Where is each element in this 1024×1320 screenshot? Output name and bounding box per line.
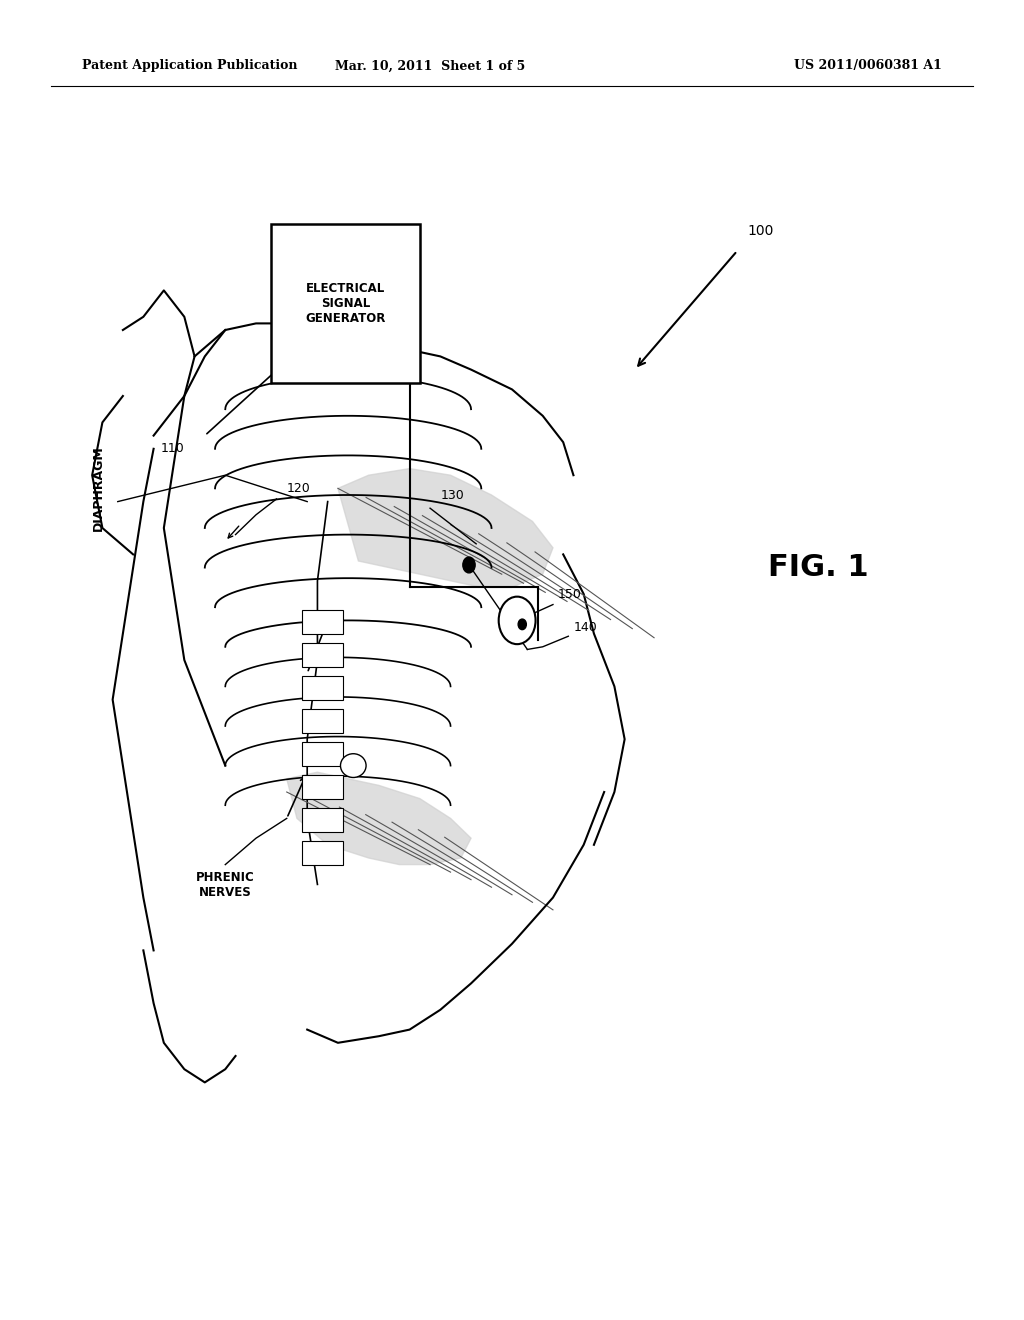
Text: 120: 120	[287, 482, 310, 495]
Ellipse shape	[340, 754, 367, 777]
Text: 130: 130	[440, 488, 464, 502]
Bar	[302, 742, 343, 766]
Circle shape	[463, 557, 475, 573]
Text: 150: 150	[558, 587, 582, 601]
Bar	[302, 610, 343, 634]
Bar	[302, 709, 343, 733]
Bar	[302, 775, 343, 799]
Bar	[302, 841, 343, 865]
Bar	[302, 808, 343, 832]
Text: US 2011/0060381 A1: US 2011/0060381 A1	[795, 59, 942, 73]
Text: PHRENIC
NERVES: PHRENIC NERVES	[196, 871, 255, 899]
Text: ELECTRICAL
SIGNAL
GENERATOR: ELECTRICAL SIGNAL GENERATOR	[305, 282, 386, 325]
Text: 110: 110	[161, 442, 184, 455]
Polygon shape	[338, 469, 553, 587]
Bar	[271, 224, 420, 383]
Text: Mar. 10, 2011  Sheet 1 of 5: Mar. 10, 2011 Sheet 1 of 5	[335, 59, 525, 73]
Text: FIG. 1: FIG. 1	[768, 553, 868, 582]
Polygon shape	[287, 772, 471, 865]
Circle shape	[518, 619, 526, 630]
Text: 100: 100	[748, 223, 774, 238]
Text: Patent Application Publication: Patent Application Publication	[82, 59, 297, 73]
Text: 140: 140	[573, 620, 597, 634]
Circle shape	[499, 597, 536, 644]
Text: DIAPHRAGM: DIAPHRAGM	[92, 446, 105, 531]
Bar	[302, 643, 343, 667]
Bar	[302, 676, 343, 700]
